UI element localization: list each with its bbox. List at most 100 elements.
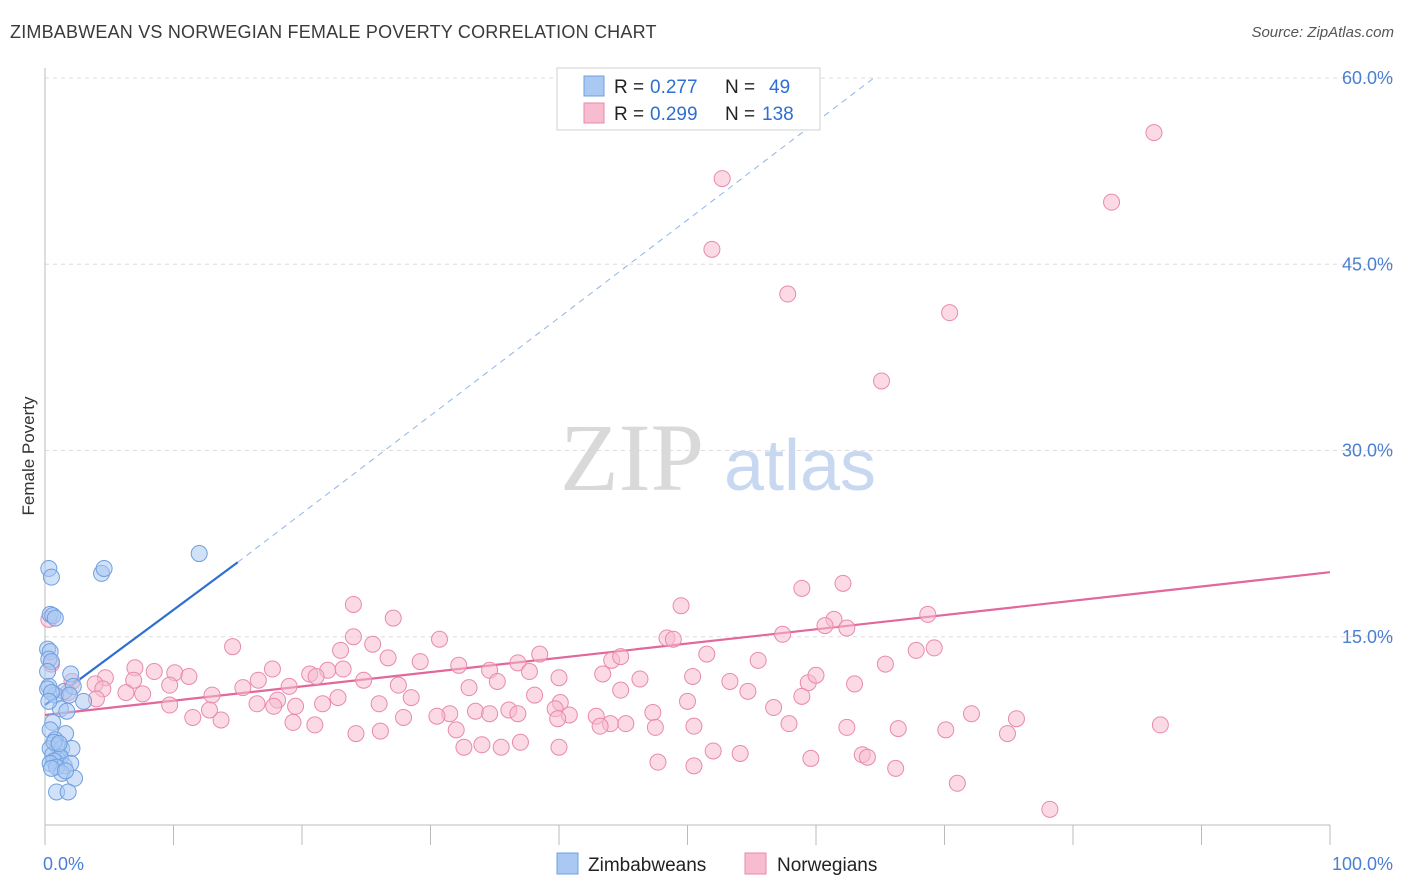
norwegians-point (612, 648, 630, 666)
series-legend: Zimbabweans Norwegians (556, 852, 877, 876)
norwegians-point (450, 656, 468, 674)
norwegians-point (780, 715, 798, 733)
norwegians-point (473, 736, 491, 754)
x-tick-label-min: 0.0% (43, 854, 84, 874)
norwegians-point (594, 665, 612, 683)
norwegians-point (509, 705, 527, 723)
zimbabweans-point (42, 568, 60, 586)
norwegians-point (531, 645, 549, 663)
norwegians-point (962, 705, 980, 723)
norwegians-point (550, 738, 568, 756)
zimbabweans-point (42, 759, 60, 777)
norwegians-point (876, 655, 894, 673)
norwegians-point (203, 686, 221, 704)
norwegians-point (703, 240, 721, 258)
norwegians-point (384, 609, 402, 627)
norwegians-point (488, 672, 506, 690)
watermark-atlas: atlas (724, 426, 876, 506)
norwegians-point (492, 738, 510, 756)
bottom-legend-label-norwegians: Norwegians (777, 855, 877, 876)
legend-r-label-2: R = (614, 104, 644, 125)
norwegians-point (314, 695, 332, 713)
grid-lines (45, 77, 1393, 638)
norwegians-point (739, 682, 757, 700)
norwegians-point (937, 721, 955, 739)
norwegians-point (370, 695, 388, 713)
norwegians-point (925, 639, 943, 657)
axes (44, 68, 1331, 845)
norwegians-point (919, 605, 937, 623)
y-tick-label: 30.0% (1342, 441, 1393, 461)
norwegians-trend-line (44, 571, 1331, 717)
norwegians-point (838, 619, 856, 637)
norwegians-point (284, 713, 302, 731)
zimbabweans-point (58, 702, 76, 720)
norwegians-point (329, 689, 347, 707)
norwegians-point (344, 595, 362, 613)
norwegians-point (145, 663, 163, 681)
zimbabweans-trend-extension (237, 77, 875, 563)
norwegians-point (612, 681, 630, 699)
norwegians-point (347, 725, 365, 743)
zimbabweans-point (75, 692, 93, 710)
y-tick-label: 15.0% (1342, 627, 1393, 647)
legend-n-value-2: 138 (762, 104, 794, 125)
norwegians-point (526, 686, 544, 704)
norwegians-point (887, 759, 905, 777)
trend-lines (44, 77, 1331, 717)
bottom-legend-label-zimbabweans: Zimbabweans (588, 855, 706, 876)
norwegians-point (161, 696, 179, 714)
norwegians-point (672, 597, 690, 615)
norwegians-point (704, 742, 722, 760)
legend-swatch-norwegians (583, 102, 605, 124)
norwegians-point (793, 579, 811, 597)
norwegians-point (765, 699, 783, 717)
norwegians-point (280, 677, 298, 695)
norwegians-point (816, 617, 834, 635)
norwegians-point (234, 679, 252, 697)
norwegians-point (344, 628, 362, 646)
norwegians-point (698, 645, 716, 663)
norwegians-point (117, 684, 135, 702)
norwegians-point (1007, 710, 1025, 728)
norwegians-point (1151, 716, 1169, 734)
norwegians-point (685, 757, 703, 775)
norwegians-point (889, 720, 907, 738)
norwegians-point (644, 703, 662, 721)
norwegians-point (731, 744, 749, 762)
legend-r-value-1: 0.277 (650, 77, 698, 98)
y-tick-labels: 15.0% 30.0% 45.0% 60.0% (1342, 68, 1393, 647)
norwegians-point (224, 638, 242, 656)
watermark: ZIP atlas (560, 404, 876, 511)
norwegians-point (941, 304, 959, 322)
norwegians-point (873, 372, 891, 390)
norwegians-point (428, 707, 446, 725)
norwegians-point (1041, 800, 1059, 818)
norwegians-point (134, 685, 152, 703)
zimbabweans-point (40, 692, 58, 710)
norwegians-point (509, 654, 527, 672)
y-axis-title: Female Poverty (19, 396, 38, 516)
norwegians-point (834, 574, 852, 592)
norwegians-point (649, 753, 667, 771)
norwegians-point (749, 651, 767, 669)
norwegians-point (948, 774, 966, 792)
norwegians-point (200, 701, 218, 719)
x-tick-label-max: 100.0% (1332, 854, 1393, 874)
norwegians-point (838, 718, 856, 736)
norwegians-point (161, 676, 179, 694)
norwegians-point (287, 697, 305, 715)
norwegians-point (265, 697, 283, 715)
legend-swatch-zimbabweans (583, 75, 605, 97)
zimbabweans-points (39, 545, 208, 801)
norwegians-point (793, 687, 811, 705)
stats-legend: R = 0.277 N = 49 R = 0.299 N = 138 (556, 67, 821, 131)
norwegians-point (355, 671, 373, 689)
zimbabweans-point (190, 545, 208, 563)
norwegians-point (774, 625, 792, 643)
norwegians-point (1145, 124, 1163, 142)
zimbabweans-point (60, 686, 78, 704)
norwegians-point (307, 667, 325, 685)
norwegians-point (395, 708, 413, 726)
norwegians-point (907, 641, 925, 659)
